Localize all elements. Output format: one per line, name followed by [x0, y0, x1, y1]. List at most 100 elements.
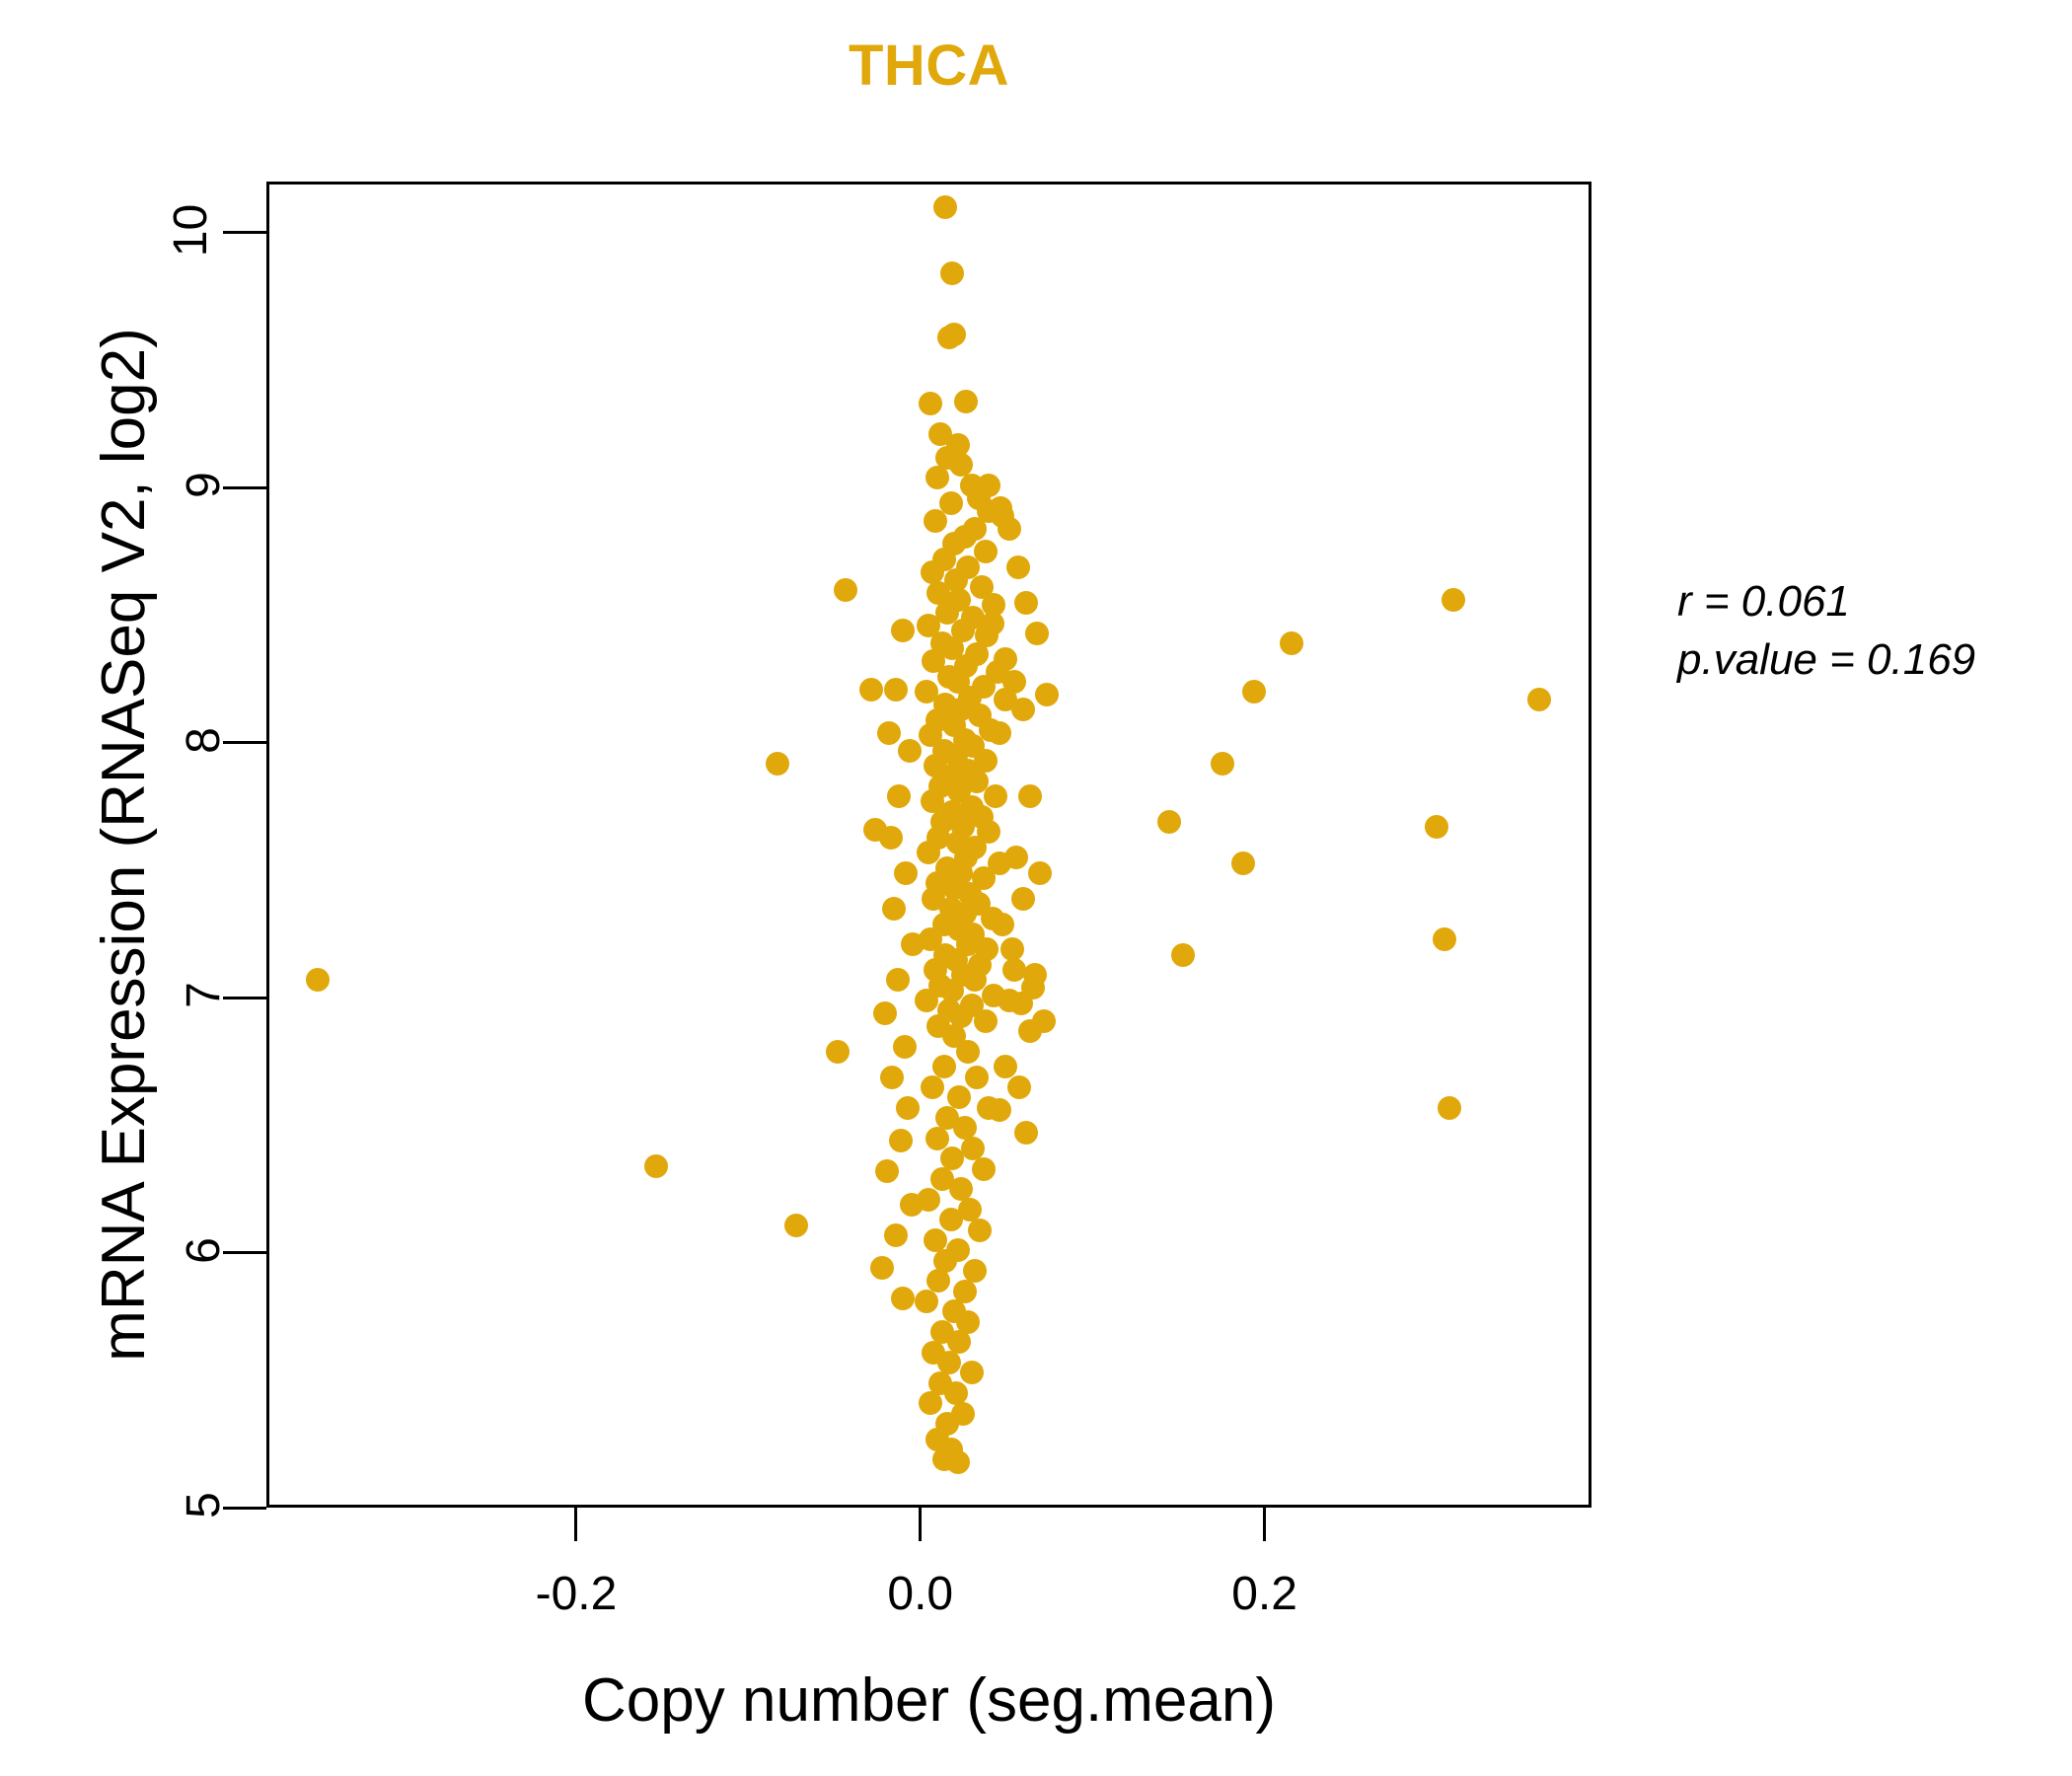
scatter-point	[940, 978, 965, 1002]
scatter-point	[1014, 1121, 1039, 1146]
scatter-point	[1010, 698, 1035, 722]
scatter-point	[956, 1309, 981, 1334]
x-tick-label: 0.2	[1231, 1568, 1297, 1620]
scatter-point	[1433, 927, 1457, 952]
scatter-point	[859, 677, 884, 702]
scatter-point	[1014, 590, 1039, 615]
scatter-point	[876, 720, 901, 745]
scatter-point	[1031, 1008, 1056, 1033]
scatter-point	[918, 1391, 942, 1416]
scatter-point	[923, 1228, 947, 1253]
scatter-point	[971, 1156, 996, 1181]
scatter-point	[925, 466, 949, 490]
scatter-point	[963, 1259, 988, 1284]
scatter-point	[1211, 751, 1235, 776]
scatter-point	[952, 1279, 977, 1303]
scatter-point	[943, 1381, 968, 1406]
scatter-point	[1017, 784, 1042, 809]
y-tick-mark	[223, 996, 266, 999]
scatter-point	[1424, 815, 1448, 840]
scatter-point	[882, 897, 907, 922]
x-tick-label: -0.2	[535, 1568, 618, 1620]
plot-area	[266, 182, 1591, 1508]
scatter-point	[883, 1222, 908, 1247]
scatter-point	[890, 1287, 915, 1311]
scatter-point	[952, 1116, 977, 1141]
x-tick-label: 0.0	[887, 1568, 954, 1620]
scatter-point	[925, 1126, 949, 1150]
scatter-point	[825, 1039, 850, 1064]
scatter-point	[1003, 846, 1028, 870]
scatter-point	[1007, 1074, 1032, 1099]
scatter-point	[1527, 688, 1552, 712]
scatter-point	[915, 1290, 939, 1314]
scatter-point	[936, 326, 961, 350]
scatter-point	[938, 1208, 963, 1232]
scatter-point	[933, 195, 958, 220]
y-tick-mark	[223, 231, 266, 235]
scatter-point	[954, 389, 979, 413]
scatter-point	[956, 1039, 981, 1064]
scatter-point	[973, 1008, 998, 1033]
scatter-point	[765, 751, 789, 776]
y-tick-mark	[223, 741, 266, 745]
scatter-point	[917, 841, 940, 865]
y-tick-mark	[223, 485, 266, 489]
scatter-point	[1035, 682, 1060, 706]
scatter-point	[933, 1248, 958, 1273]
scatter-point	[920, 1074, 944, 1099]
scatter-point	[1441, 588, 1465, 613]
scatter-point	[940, 261, 965, 286]
y-tick-mark	[223, 1506, 266, 1510]
y-axis-title: mRNA Expression (RNASeq V2, log2)	[90, 328, 158, 1362]
scatter-point	[987, 720, 1011, 745]
scatter-point	[931, 1055, 956, 1079]
scatter-point	[1005, 555, 1030, 579]
scatter-point	[896, 1095, 921, 1120]
scatter-point	[949, 1177, 974, 1202]
scatter-point	[920, 559, 944, 584]
scatter-point	[883, 677, 908, 702]
scatter-point	[984, 784, 1008, 809]
scatter-point	[1241, 680, 1266, 704]
scatter-point	[897, 738, 922, 763]
x-tick-mark	[919, 1508, 923, 1541]
scatter-point	[961, 1136, 986, 1160]
scatter-point	[949, 1003, 974, 1028]
scatter-points-layer	[269, 185, 1589, 1505]
scatter-point	[947, 1085, 972, 1110]
scatter-point	[783, 1213, 808, 1237]
scatter-point	[1438, 1095, 1462, 1120]
scatter-point	[959, 1361, 984, 1385]
scatter-point	[885, 968, 910, 993]
chart-title: THCA	[848, 34, 1010, 98]
scatter-point	[926, 1269, 951, 1294]
scatter-point	[1028, 860, 1053, 885]
scatter-point	[977, 473, 1001, 497]
scatter-point	[920, 789, 944, 814]
scatter-point	[880, 1065, 905, 1089]
x-axis-title: Copy number (seg.mean)	[582, 1666, 1276, 1735]
scatter-point	[892, 1034, 917, 1059]
scatter-point	[989, 496, 1013, 521]
scatter-point	[915, 989, 939, 1013]
pvalue-text: p.value = 0.169	[1677, 635, 1976, 685]
scatter-point	[940, 1147, 965, 1171]
scatter-point	[1231, 851, 1256, 875]
scatter-point	[1023, 963, 1048, 988]
scatter-point	[997, 989, 1021, 1013]
scatter-point	[875, 1159, 900, 1184]
scatter-point	[890, 619, 915, 643]
scatter-point	[894, 860, 919, 885]
scatter-point	[1171, 942, 1196, 967]
scatter-point	[964, 1065, 989, 1089]
scatter-point	[834, 577, 858, 602]
scatter-point	[1024, 621, 1049, 645]
scatter-point	[991, 912, 1014, 936]
scatter-point	[977, 1095, 1001, 1120]
scatter-point	[936, 1351, 961, 1375]
scatter-point	[873, 1001, 898, 1025]
scatter-point	[869, 1256, 894, 1281]
scatter-point	[889, 1129, 914, 1153]
y-tick-mark	[223, 1251, 266, 1255]
